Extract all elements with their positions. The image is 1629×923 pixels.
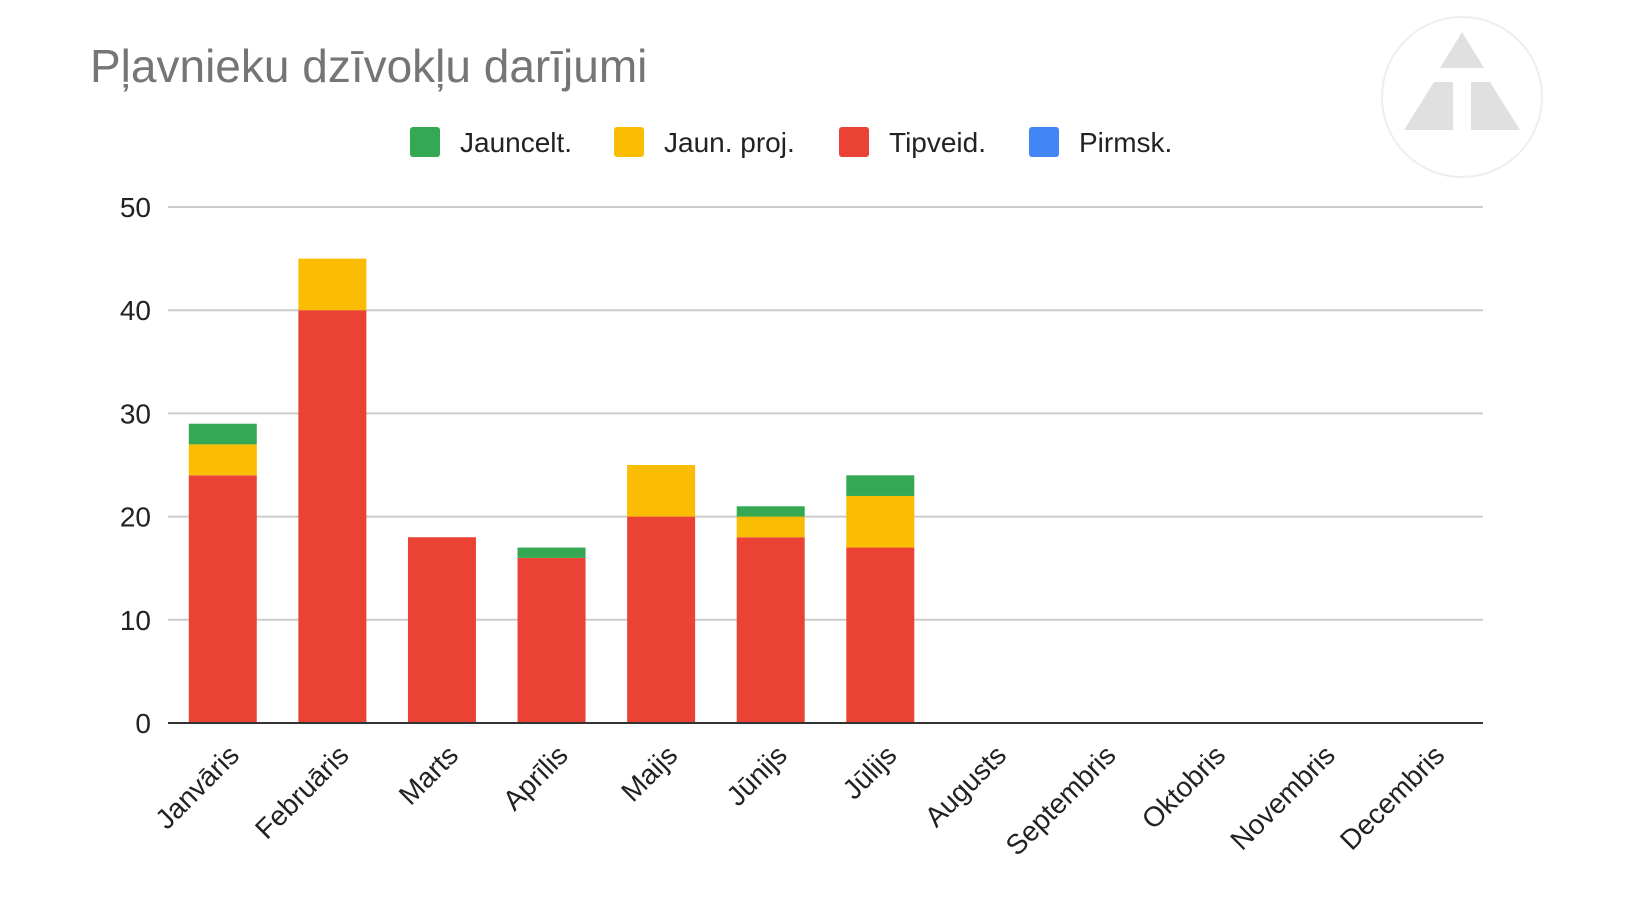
bar-janvaris-tipveid bbox=[188, 475, 257, 723]
legend-swatch-tipveid bbox=[839, 127, 869, 157]
y-tick-label: 20 bbox=[120, 502, 151, 533]
bar-julijs-jauncelt bbox=[846, 475, 915, 496]
bar-junijs-jauncelt bbox=[736, 506, 805, 517]
bar-junijs-tipveid bbox=[736, 537, 805, 723]
legend: Jauncelt. Jaun. proj. Tipveid. Pirmsk. bbox=[410, 127, 1172, 158]
bar-julijs-jaun-proj bbox=[846, 495, 915, 548]
legend-label-pirmsk: Pirmsk. bbox=[1079, 127, 1172, 158]
y-tick-label: 40 bbox=[120, 295, 151, 326]
y-axis-ticks: 0 10 20 30 40 50 bbox=[120, 192, 151, 739]
bar-maijs-tipveid bbox=[627, 516, 696, 723]
y-tick-label: 0 bbox=[135, 708, 151, 739]
bar-februaris-tipveid bbox=[298, 310, 367, 723]
logo bbox=[1381, 16, 1543, 178]
bar-janvaris-jaun-proj bbox=[188, 444, 257, 476]
bar-junijs-jaun-proj bbox=[736, 516, 805, 538]
y-tick-label: 10 bbox=[120, 605, 151, 636]
legend-label-jauncelt: Jauncelt. bbox=[460, 127, 572, 158]
legend-swatch-jauncelt bbox=[410, 127, 440, 157]
bars bbox=[188, 258, 915, 723]
triangle-logo-icon bbox=[1404, 32, 1520, 130]
bar-janvaris-jauncelt bbox=[188, 423, 257, 445]
legend-swatch-pirmsk bbox=[1029, 127, 1059, 157]
bar-julijs-tipveid bbox=[846, 547, 915, 723]
bar-aprilis-tipveid bbox=[517, 557, 586, 723]
y-tick-label: 30 bbox=[120, 398, 151, 429]
gridlines bbox=[168, 206, 1483, 621]
bar-marts-tipveid bbox=[407, 537, 476, 723]
legend-label-jaun-proj: Jaun. proj. bbox=[664, 127, 795, 158]
bar-aprilis-jauncelt bbox=[517, 547, 586, 558]
logo-circle bbox=[1381, 16, 1543, 178]
chart-title: Pļavnieku dzīvokļu darījumi bbox=[90, 40, 647, 92]
bar-februaris-jaun-proj bbox=[298, 258, 367, 311]
legend-label-tipveid: Tipveid. bbox=[889, 127, 986, 158]
legend-swatch-jaun-proj bbox=[614, 127, 644, 157]
bar-maijs-jaun-proj bbox=[627, 465, 696, 517]
y-tick-label: 50 bbox=[120, 192, 151, 223]
